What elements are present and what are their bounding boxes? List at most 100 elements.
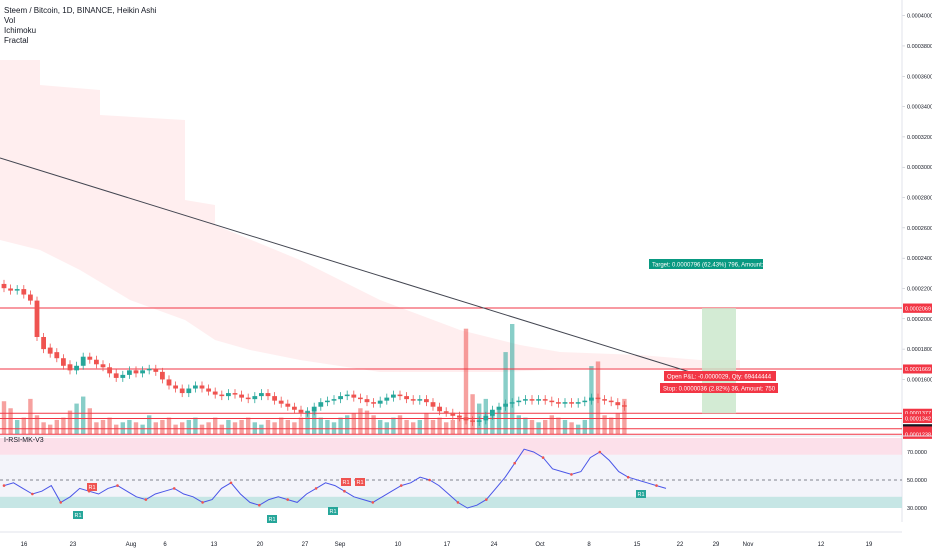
volume-bar — [457, 415, 462, 434]
volume-bar — [582, 419, 587, 434]
candle-body — [54, 352, 60, 359]
candle-body — [100, 364, 106, 368]
volume-bar — [28, 398, 33, 434]
symbol-title[interactable]: Steem / Bitcoin, 1D, BINANCE, Heikin Ash… — [4, 6, 157, 15]
volume-bar — [569, 422, 574, 434]
legend-fractal[interactable]: Fractal — [4, 36, 29, 45]
candle-body — [94, 359, 99, 365]
candle-body — [186, 388, 192, 394]
candle-body — [351, 394, 357, 398]
rsi-point — [456, 501, 460, 504]
oscillator-title[interactable]: I-RSI-MK-V3 — [4, 437, 44, 444]
time-axis-label: 22 — [677, 542, 684, 548]
volume-bar — [424, 412, 429, 434]
candle-body — [199, 385, 205, 389]
candle-body — [430, 402, 436, 407]
volume-bar — [61, 417, 66, 434]
legend-ichimoku[interactable]: Ichimoku — [4, 26, 37, 35]
rsi-overbought-band — [0, 438, 902, 455]
candle-body — [14, 289, 20, 291]
candle-body — [575, 402, 581, 404]
rsi-axis-label: 30.0000 — [907, 506, 927, 512]
candle-body — [87, 356, 93, 360]
signal-label: R1 — [356, 480, 363, 486]
candle-body — [245, 397, 251, 400]
candle-body — [437, 406, 442, 412]
candle-body — [582, 400, 588, 403]
candle-body — [595, 397, 601, 400]
candle-body — [34, 300, 40, 337]
time-axis-label: Nov — [743, 542, 754, 548]
volume-bar — [470, 394, 475, 434]
candle-body — [602, 399, 607, 401]
volume-bar — [81, 396, 86, 434]
rsi-point — [513, 461, 516, 465]
time-axis-label: 19 — [866, 542, 873, 548]
time-axis-label: 8 — [587, 542, 591, 548]
rsi-point — [343, 489, 346, 493]
candle-body — [232, 393, 238, 395]
volume-bar — [391, 417, 396, 434]
open-pl-label: Open P&L: -0.0000029, Qty: 69444444 — [667, 375, 772, 381]
price-axis-label: 0.0001600 — [907, 377, 932, 383]
candle-body — [67, 364, 73, 371]
rsi-point — [201, 501, 204, 504]
candle-body — [325, 400, 330, 403]
candle-body — [410, 399, 416, 401]
trendline — [0, 157, 691, 373]
volume-bar — [15, 419, 20, 434]
candle-body — [483, 415, 489, 421]
volume-bar — [246, 417, 251, 434]
candle-body — [193, 385, 198, 389]
volume-bar — [279, 417, 284, 434]
time-axis-label: 15 — [634, 542, 641, 548]
candle-body — [344, 394, 350, 397]
price-label: 0.0001342 — [905, 417, 931, 423]
rsi-axis-label: 70.0000 — [907, 450, 927, 456]
candle-body — [391, 394, 396, 398]
time-axis-label: Oct — [535, 542, 545, 548]
volume-bar — [417, 419, 422, 434]
price-axis-label: 0.0003200 — [907, 135, 932, 141]
rsi-point — [371, 501, 375, 504]
candle-body — [219, 394, 225, 397]
candle-body — [496, 406, 502, 410]
time-axis-label: 17 — [444, 542, 451, 548]
volume-bar — [516, 415, 521, 434]
price-axis-label: 0.0002200 — [907, 286, 932, 292]
target-zone — [702, 308, 736, 414]
time-axis-label: 24 — [491, 542, 498, 548]
candle-body — [127, 370, 132, 375]
volume-bar — [364, 410, 370, 434]
candle-body — [252, 396, 258, 400]
volume-bar — [186, 419, 191, 434]
candle-body — [615, 402, 621, 406]
volume-bar — [21, 417, 26, 434]
price-label: 0.0001669 — [905, 367, 931, 373]
candle-body — [160, 371, 165, 380]
price-label-box — [903, 364, 932, 374]
volume-bar — [140, 424, 145, 434]
volume-bar — [371, 415, 376, 434]
volume-bar — [272, 422, 277, 434]
candle-body — [338, 396, 343, 400]
price-label-box — [903, 414, 932, 424]
price-axis-label: 0.0001800 — [907, 347, 932, 353]
volume-bar — [305, 410, 310, 434]
volume-bar — [265, 419, 271, 434]
rsi-point — [229, 481, 233, 485]
candle-body — [133, 370, 139, 374]
volume-bar — [160, 419, 165, 434]
rsi-point — [2, 484, 6, 487]
candle-body — [371, 402, 376, 404]
legend-volume[interactable]: Vol — [4, 16, 16, 25]
rsi-point — [172, 487, 176, 490]
candle-body — [239, 394, 244, 398]
rsi-point — [144, 498, 148, 501]
candle-body — [278, 400, 284, 404]
rsi-point — [570, 473, 573, 476]
rsi-point — [655, 484, 658, 487]
volume-bar — [312, 408, 317, 434]
